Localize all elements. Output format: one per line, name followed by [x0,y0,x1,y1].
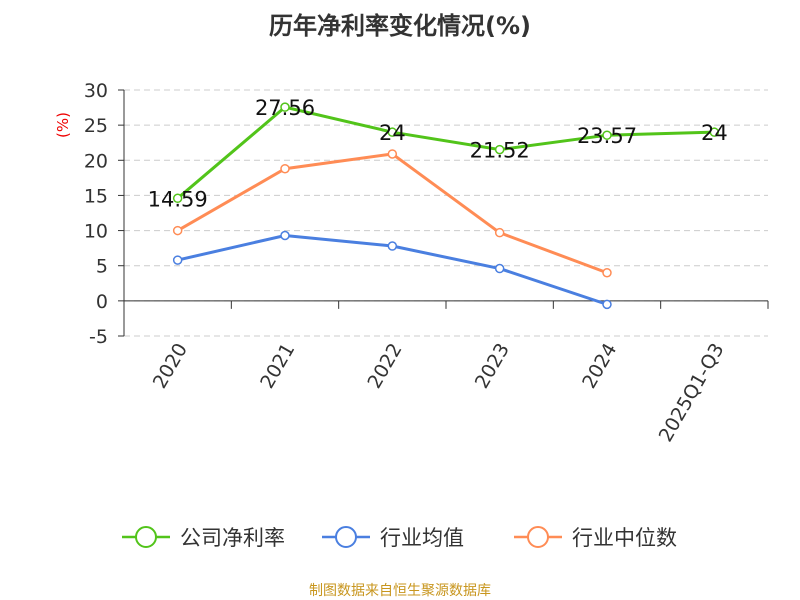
x-tick-label: 2020 [149,340,192,393]
y-tick-label: 20 [84,150,108,172]
legend-marker [335,526,357,548]
y-tick-label: 10 [84,221,108,243]
data-point [602,130,612,140]
x-tick-label: 2025Q1-Q3 [655,340,729,446]
data-point [602,299,612,310]
data-point [172,255,183,265]
data-point [494,144,505,155]
data-point [709,127,720,137]
y-tick-label: 30 [84,80,108,102]
data-label: 23.57 [577,124,637,148]
data-point [602,267,612,278]
legend-label: 行业均值 [380,526,464,550]
y-tick-label: 25 [84,115,108,137]
data-point [280,230,290,241]
data-point [494,263,505,274]
data-label: 21.52 [470,139,530,163]
y-tick-label: -5 [89,326,108,348]
data-point [387,149,398,159]
data-label: 24 [701,121,728,145]
data-label: 14.59 [148,187,208,211]
legend-marker [135,526,157,548]
series-line [176,152,608,275]
series-line [176,105,715,200]
x-tick-label: 2021 [256,340,299,393]
data-point [280,163,290,174]
legend-label: 行业中位数 [572,526,677,550]
y-tick-label: 15 [84,185,108,207]
data-point [387,127,398,137]
data-point [172,193,183,204]
legend-marker [527,526,549,548]
y-axis-label: (%) [54,112,72,138]
data-point [494,227,505,238]
x-tick-label: 2023 [471,339,514,392]
x-tick-label: 2024 [578,340,621,393]
data-point [172,225,183,236]
data-point [280,102,290,112]
y-tick-label: 0 [96,291,108,313]
data-point [387,241,398,251]
source-note: 制图数据来自恒生聚源数据库 [309,583,491,599]
chart-title: 历年净利率变化情况(%) [269,12,531,40]
legend-label: 公司净利率 [180,526,285,550]
x-tick-label: 2022 [363,340,406,393]
y-tick-label: 5 [96,256,108,278]
data-label: 24 [379,121,406,145]
data-label: 27.56 [255,96,315,120]
